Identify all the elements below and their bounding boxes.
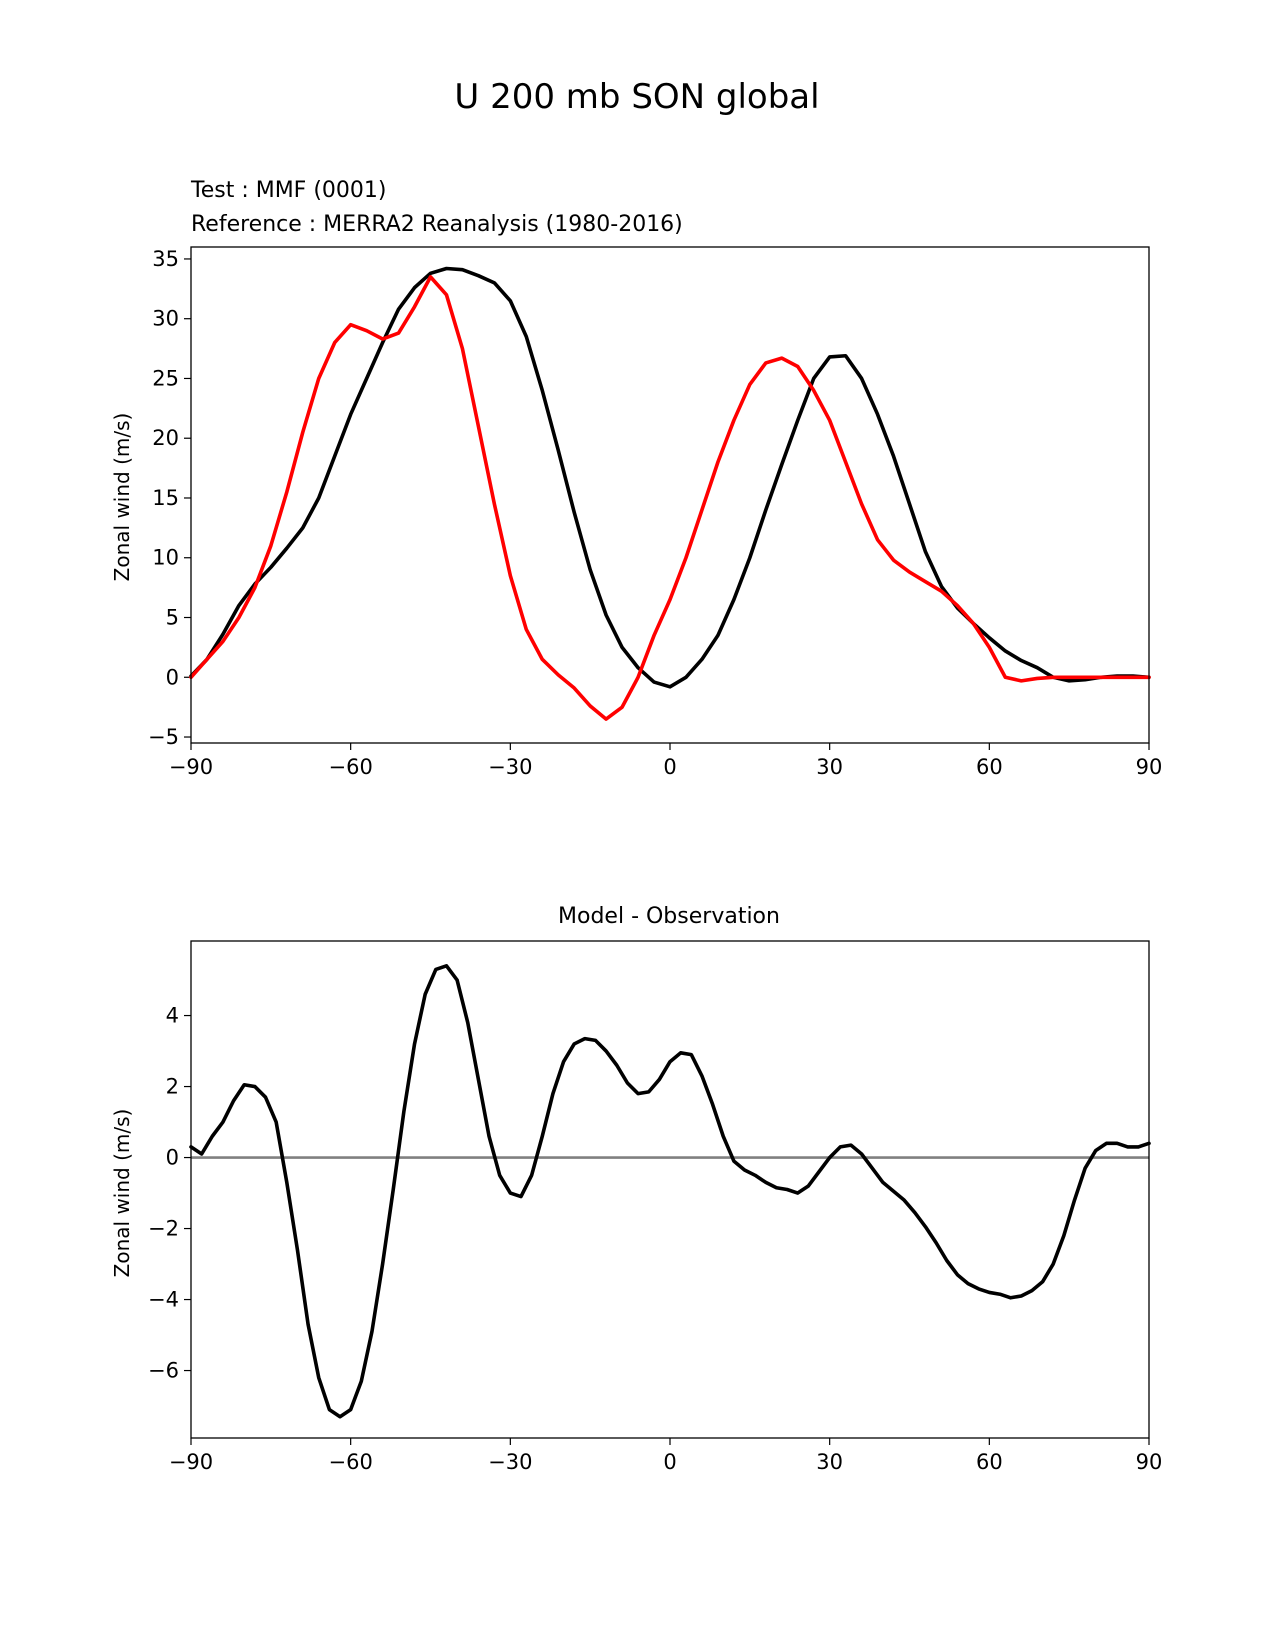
y-tick-label: −4 xyxy=(148,1288,179,1312)
top-ylabel: Zonal wind (m/s) xyxy=(110,413,134,582)
figure-title: U 200 mb SON global xyxy=(454,77,819,117)
x-tick-label: 60 xyxy=(976,1450,1003,1474)
top-y-ticks: −5 0 5 10 15 20 25 30 35 xyxy=(148,247,191,749)
x-tick-label: −60 xyxy=(329,1450,373,1474)
y-tick-label: 4 xyxy=(166,1004,179,1028)
test-label: Test : MMF (0001) xyxy=(190,178,387,203)
y-tick-label: 0 xyxy=(166,1146,179,1170)
bottom-lines xyxy=(189,964,1151,1419)
y-tick-label: −6 xyxy=(148,1359,179,1383)
y-tick-label: 20 xyxy=(152,426,179,450)
y-tick-label: 15 xyxy=(152,486,179,510)
top-lines xyxy=(189,266,1151,721)
bottom-x-ticks: −90 −60 −30 0 30 60 90 xyxy=(169,1438,1163,1474)
bottom-title: Model - Observation xyxy=(558,904,780,929)
reference-series-line xyxy=(189,275,1151,721)
x-tick-label: 60 xyxy=(976,755,1003,779)
y-tick-label: 2 xyxy=(166,1075,179,1099)
reference-label: Reference : MERRA2 Reanalysis (1980-2016… xyxy=(191,212,683,237)
x-tick-label: 0 xyxy=(663,1450,676,1474)
x-tick-label: 0 xyxy=(663,755,676,779)
x-tick-label: −30 xyxy=(488,1450,532,1474)
top-panel: −90 −60 −30 0 30 60 90 −5 0 5 10 15 20 25 30 35 Zonal … xyxy=(110,246,1163,779)
bottom-panel: −90 −60 −30 0 30 60 90 −6 −4 −2 0 2 4 Zonal wind (m… xyxy=(110,940,1163,1474)
x-tick-label: −90 xyxy=(169,755,213,779)
y-tick-label: 10 xyxy=(152,546,179,570)
y-tick-label: 35 xyxy=(152,247,179,271)
bottom-y-ticks: −6 −4 −2 0 2 4 xyxy=(148,1004,191,1383)
bottom-axes-frame xyxy=(190,940,1150,1439)
x-tick-label: −60 xyxy=(329,755,373,779)
y-tick-label: 5 xyxy=(166,606,179,630)
test-series-line xyxy=(189,266,1151,689)
y-tick-label: 30 xyxy=(152,307,179,331)
bottom-ylabel: Zonal wind (m/s) xyxy=(110,1109,134,1278)
diff-series-line xyxy=(189,964,1151,1419)
top-x-ticks: −90 −60 −30 0 30 60 90 xyxy=(169,743,1163,779)
top-axes-frame xyxy=(190,246,1150,744)
x-tick-label: −90 xyxy=(169,1450,213,1474)
x-tick-label: 90 xyxy=(1136,1450,1163,1474)
x-tick-label: −30 xyxy=(488,755,532,779)
x-tick-label: 90 xyxy=(1136,755,1163,779)
x-tick-label: 30 xyxy=(816,1450,843,1474)
y-tick-label: −5 xyxy=(148,725,179,749)
x-tick-label: 30 xyxy=(816,755,843,779)
y-tick-label: 0 xyxy=(166,665,179,689)
y-tick-label: −2 xyxy=(148,1217,179,1241)
y-tick-label: 25 xyxy=(152,366,179,390)
